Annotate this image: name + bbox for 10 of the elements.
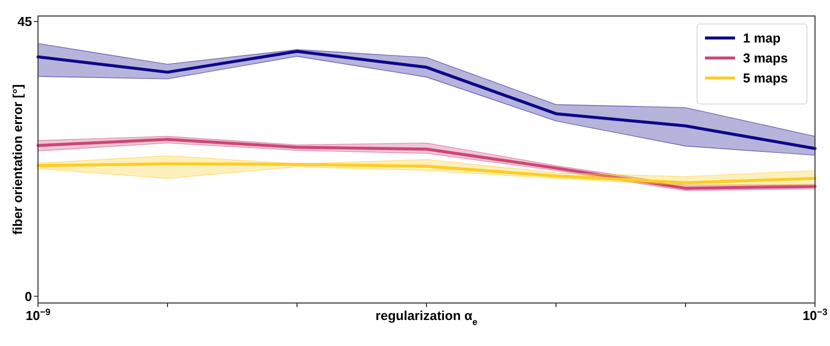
- line-series: [36, 162, 816, 184]
- x-tick-label: 10$^{−3}$: [802, 307, 828, 323]
- x-tick-label: 10$^{−9}$: [26, 307, 50, 323]
- x-axis-title: regularization α$_{e}$: [376, 308, 478, 327]
- y-tick-label: 0: [24, 288, 32, 304]
- y-axis-title: fiber orientation error [°]: [10, 84, 25, 235]
- legend-label: 3 maps: [743, 50, 788, 66]
- y-tick-label: 45: [18, 14, 32, 30]
- legend-label: 5 maps: [743, 70, 788, 86]
- legend-label: 1 map: [743, 30, 781, 46]
